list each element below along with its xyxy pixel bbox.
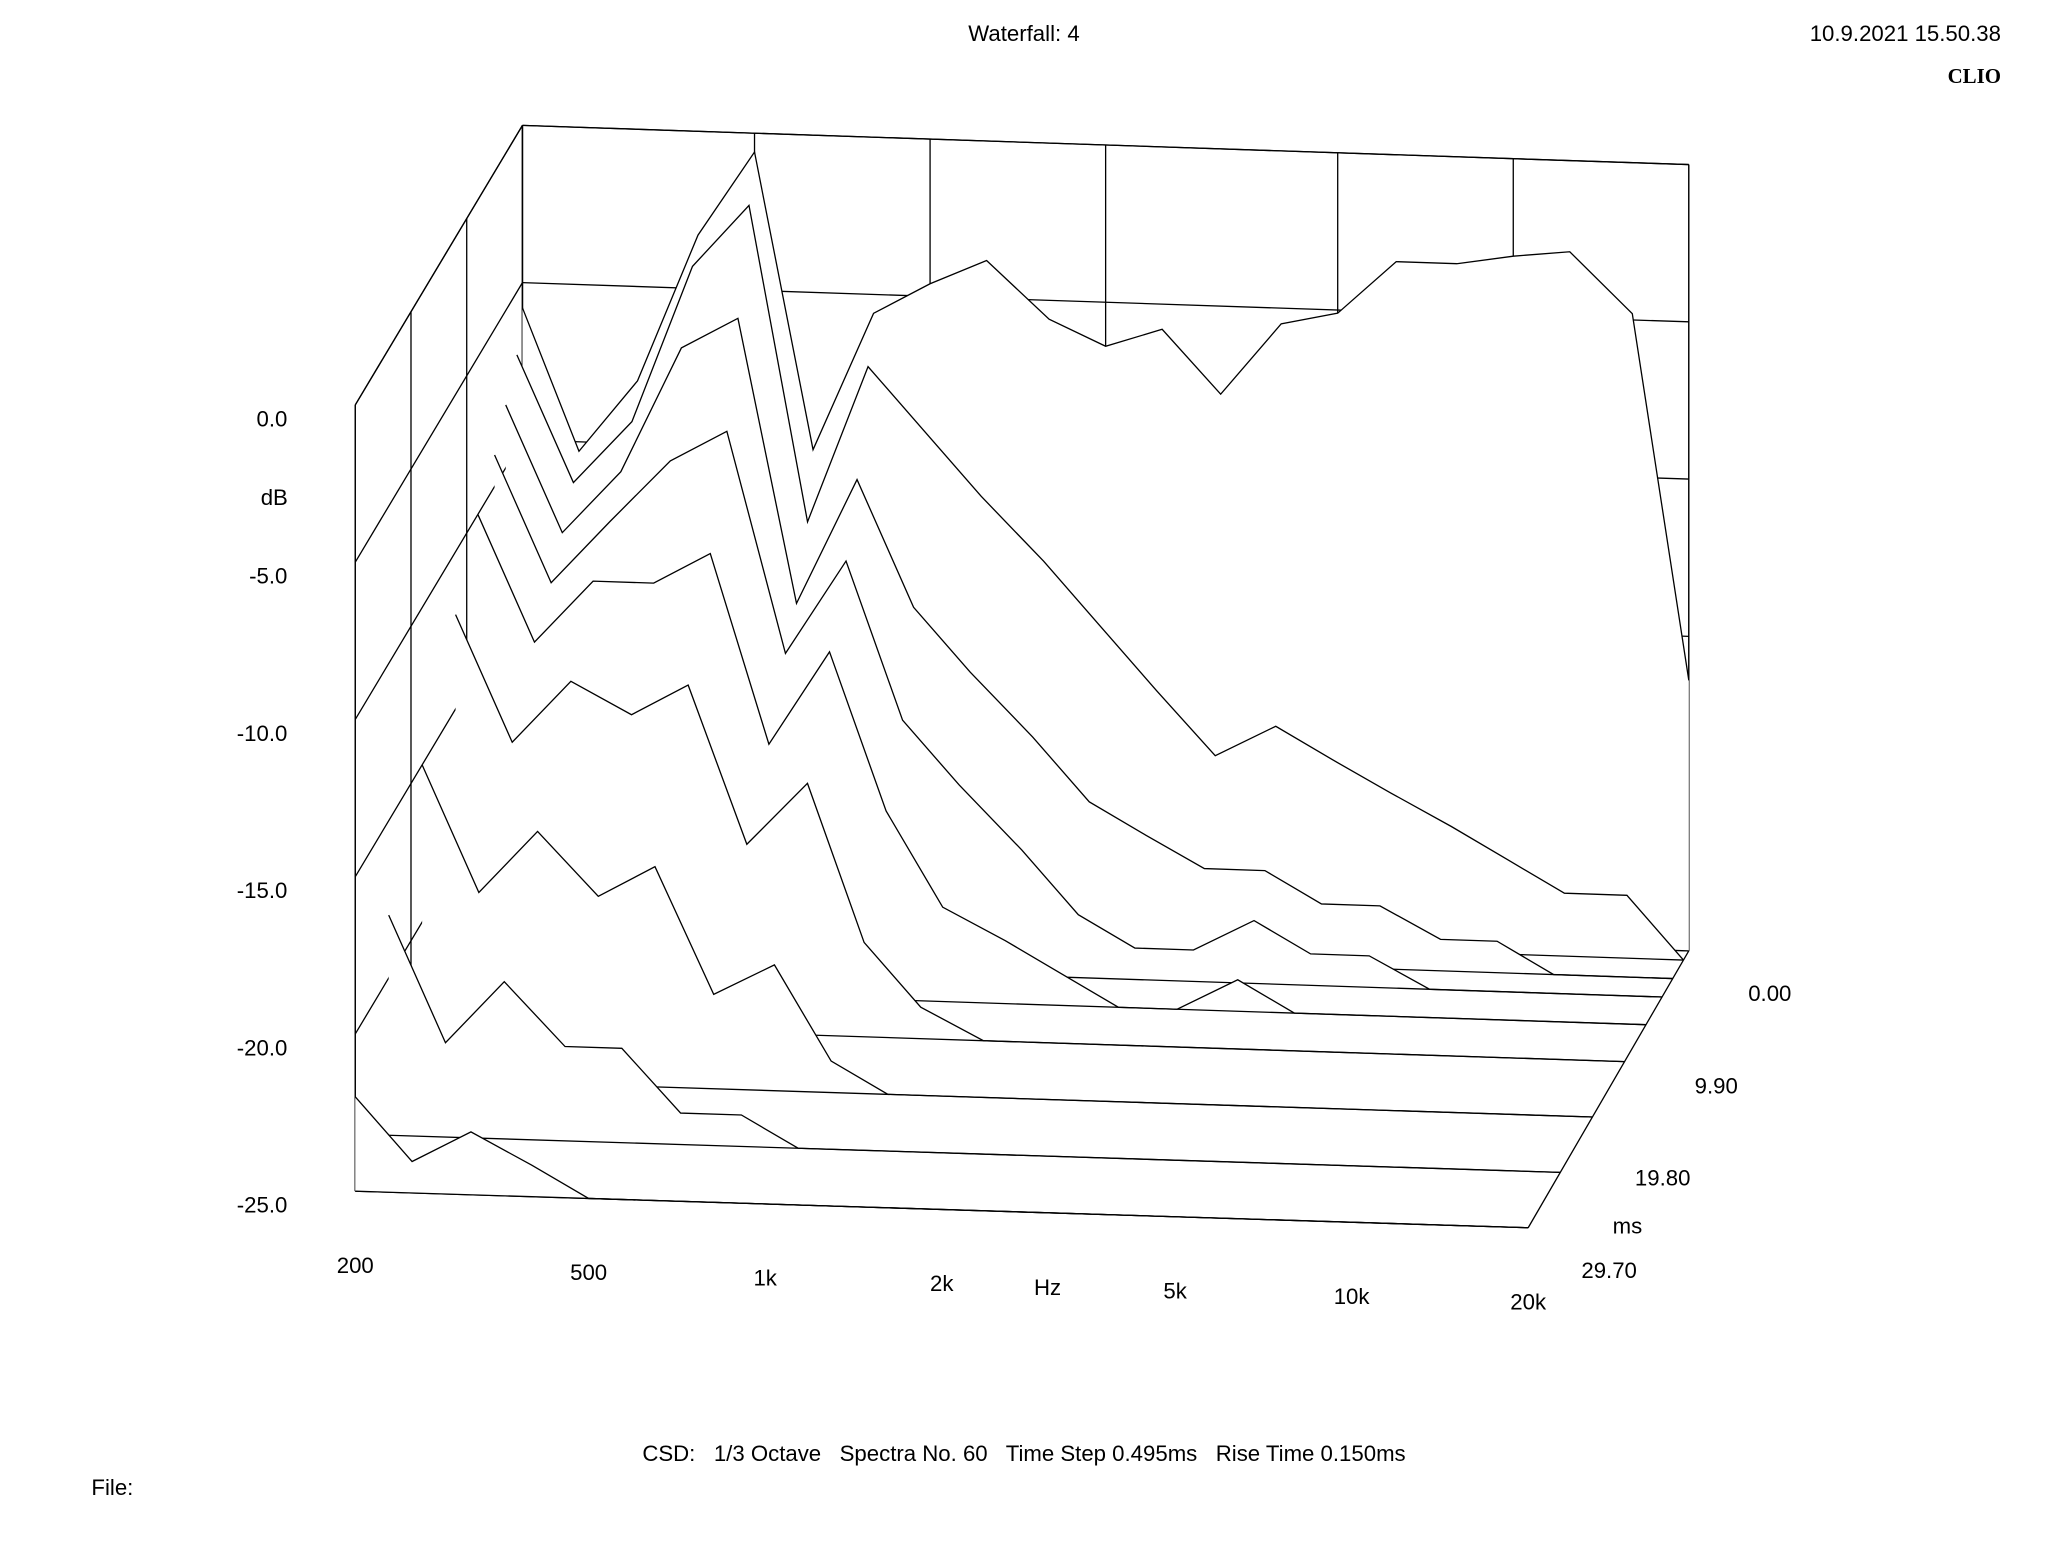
t-tick-label: 9.90 (1695, 1073, 1738, 1098)
x-tick-label: 10k (1334, 1284, 1371, 1309)
t-tick-label: 29.70 (1581, 1258, 1637, 1283)
footer: CSD: 1/3 Octave Spectra No. 60 Time Step… (642, 1441, 1405, 1466)
grid-line (354, 125, 524, 406)
y-tick-label: -10.0 (237, 721, 288, 746)
spectrum-line (421, 764, 1593, 1118)
x-axis-label: Hz (1034, 1275, 1061, 1300)
spectrum-line (493, 430, 1663, 998)
x-tick-label: 200 (337, 1253, 374, 1278)
x-tick-label: 1k (753, 1266, 777, 1291)
y-tick-label: 0.0 (257, 406, 288, 431)
chart-title: Waterfall: 4 (968, 21, 1079, 46)
spectrum-line (477, 514, 1646, 1026)
slice-mask (422, 764, 1593, 1117)
t-axis-label: ms (1613, 1214, 1643, 1239)
spectrum-line (516, 203, 1684, 961)
y-tick-label: -15.0 (237, 878, 288, 903)
x-tick-label: 2k (930, 1271, 954, 1296)
grid-line (354, 282, 524, 563)
spectrum-line (454, 614, 1625, 1063)
t-tick-label: 19.80 (1635, 1166, 1691, 1191)
x-tick-label: 20k (1510, 1289, 1547, 1314)
y-axis-label: dB (261, 485, 288, 510)
y-tick-label: -25.0 (237, 1193, 288, 1218)
y-tick-label: -5.0 (249, 564, 287, 589)
spectrum-line (354, 1096, 1529, 1229)
t-tick-label: 0.00 (1748, 981, 1791, 1006)
brand: CLIO (1948, 64, 2001, 88)
file-label: File: (91, 1475, 133, 1500)
x-tick-label: 5k (1163, 1278, 1187, 1303)
y-tick-label: -20.0 (237, 1035, 288, 1060)
spectrum-line (505, 317, 1673, 980)
x-tick-label: 500 (570, 1260, 607, 1285)
slice-mask (455, 614, 1625, 1062)
spectrum-line (388, 914, 1561, 1174)
timestamp: 10.9.2021 15.50.38 (1810, 21, 2001, 46)
spectrum-line (521, 150, 1690, 681)
